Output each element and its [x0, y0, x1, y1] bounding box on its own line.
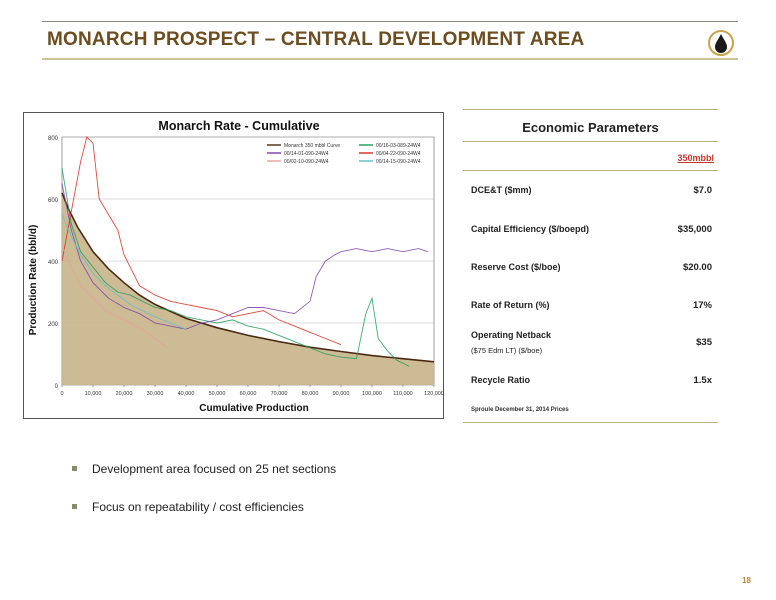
row-label-operating-netback: Operating Netback: [471, 330, 552, 340]
series-line: [61, 136, 342, 346]
row-label-dcet: DCE&T ($mm): [471, 185, 532, 195]
x-tick-label: 30,000: [147, 391, 164, 397]
x-tick-label: 70,000: [271, 391, 288, 397]
x-tick-label: 80,000: [302, 391, 319, 397]
series-line: [61, 167, 410, 367]
series-line: [61, 214, 187, 330]
column-header: 350mbbl: [677, 153, 714, 163]
table-subheader-rule: [463, 170, 718, 171]
bullet-square-icon: [72, 504, 77, 510]
row-value-capital-efficiency: $35,000: [677, 224, 712, 235]
y-tick-label: 200: [48, 322, 59, 328]
oil-drop-icon: [708, 30, 734, 56]
page-number: 18: [742, 576, 751, 585]
chart-ylabel: Production Rate (bbl/d): [28, 225, 39, 336]
chart-legend: Monarch 350 mbbl Curve 00/16-03-089-24W4 0…: [267, 143, 421, 165]
x-tick-label: 20,000: [116, 391, 133, 397]
series-area-fill: [62, 192, 434, 385]
x-tick-label: 40,000: [178, 391, 195, 397]
table-title: Economic Parameters: [522, 120, 659, 135]
x-tick-label: 100,000: [362, 391, 382, 397]
table-bottom-rule: [463, 422, 718, 423]
bullet-item: Focus on repeatability / cost efficienci…: [72, 500, 304, 514]
x-tick-label: 110,000: [393, 391, 412, 397]
table-top-rule: [463, 109, 718, 110]
page-title: MONARCH PROSPECT – CENTRAL DEVELOPMENT A…: [47, 29, 585, 50]
row-label-recycle-ratio: Recycle Ratio: [471, 375, 531, 385]
bullet-text: Focus on repeatability / cost efficienci…: [92, 500, 304, 514]
x-tick-label: 60,000: [240, 391, 257, 397]
row-sub-operating-netback: ($75 Edm LT) ($/boe): [471, 346, 543, 355]
y-tick-label: 0: [55, 384, 59, 390]
table-header-rule: [463, 141, 718, 142]
row-label-rate-of-return: Rate of Return (%): [471, 300, 550, 310]
y-tick-label: 600: [48, 198, 59, 204]
series-line: [61, 245, 168, 349]
row-value-reserve-cost: $20.00: [682, 262, 712, 273]
legend-label: 00/02-10-090-24W4: [284, 159, 329, 165]
bullet-text: Development area focused on 25 net secti…: [92, 462, 337, 476]
chart-series: [61, 136, 435, 385]
y-tick-label: 400: [48, 260, 59, 266]
x-tick-label: 90,000: [333, 391, 350, 397]
chart-xlabel: Cumulative Production: [199, 403, 308, 414]
legend-label: 00/14-01-090-24W4: [284, 151, 329, 157]
row-label-capital-efficiency: Capital Efficiency ($/boepd): [471, 224, 590, 234]
legend-label: 00/14-15-090-24W4: [376, 159, 421, 165]
chart-title: Monarch Rate - Cumulative: [158, 119, 319, 133]
table-footnote: Sproule December 31, 2014 Prices: [471, 407, 569, 413]
bullet-item: Development area focused on 25 net secti…: [72, 462, 336, 476]
x-tick-label: 0: [60, 391, 63, 397]
top-rule: [42, 21, 738, 22]
bullet-square-icon: [72, 466, 77, 472]
x-tick-label: 50,000: [209, 391, 226, 397]
chart-canvas: 0 200 400 600 800 0 10,000 20,000 30,000 40,000 50…: [28, 119, 443, 414]
row-value-dcet: $7.0: [693, 185, 713, 196]
legend-label: 00/04-22-090-24W4: [376, 151, 421, 157]
legend-label: Monarch 350 mbbl Curve: [284, 143, 340, 149]
legend-label: 00/16-03-089-24W4: [376, 143, 421, 149]
x-tick-label: 120,000: [424, 391, 443, 397]
title-rule: [42, 58, 738, 60]
x-tick-label: 10,000: [85, 391, 102, 397]
chart-axes: 0 200 400 600 800 0 10,000 20,000 30,000 40,000 50…: [48, 136, 443, 397]
y-tick-label: 800: [48, 136, 59, 142]
production-chart: 0 200 400 600 800 0 10,000 20,000 30,000 40,000 50…: [23, 112, 444, 419]
row-value-rate-of-return: 17%: [692, 300, 712, 311]
row-value-operating-netback: $35: [696, 337, 712, 348]
row-value-recycle-ratio: 1.5x: [693, 375, 713, 386]
series-line: [61, 192, 435, 363]
series-line: [61, 183, 428, 330]
row-label-reserve-cost: Reserve Cost ($/boe): [471, 262, 561, 272]
